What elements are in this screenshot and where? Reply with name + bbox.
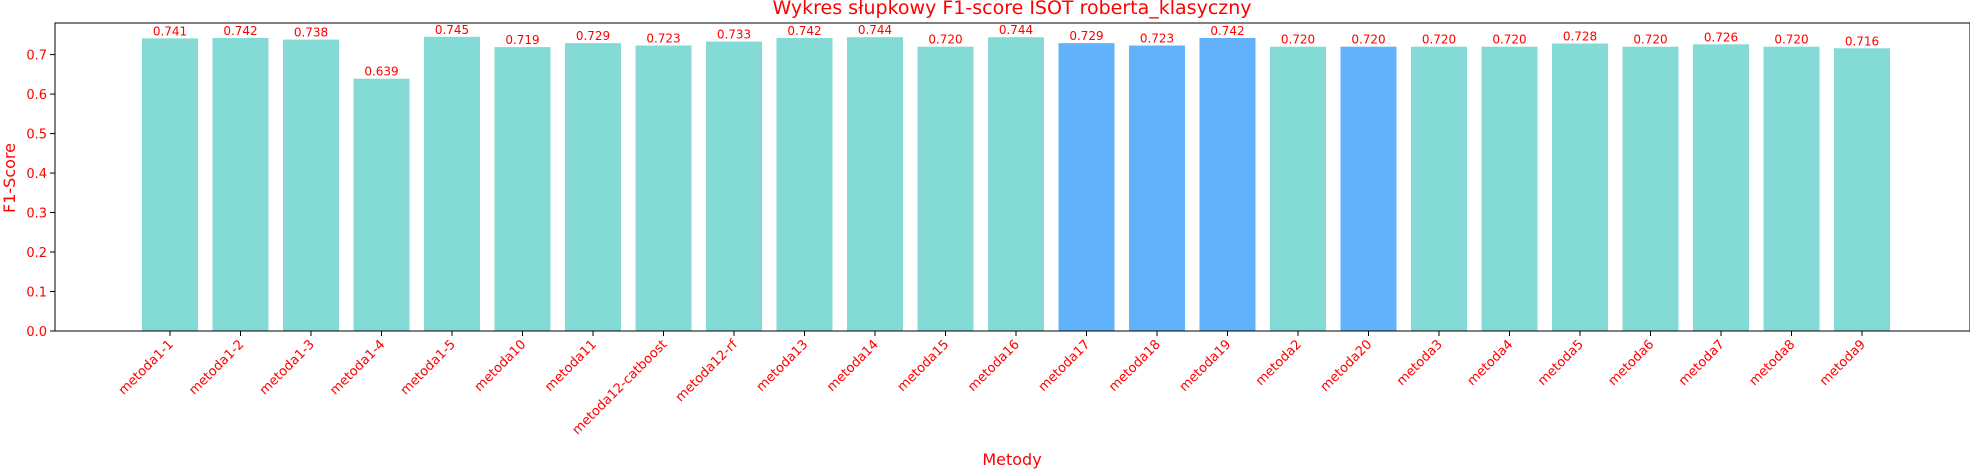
x-tick-label-metoda1-4: metoda1-4: [327, 337, 388, 398]
value-label-metoda12-rf: 0.733: [717, 28, 751, 42]
y-tick-label: 0.0: [26, 325, 47, 340]
y-tick-label: 0.2: [26, 246, 47, 261]
x-tick-label-metoda13: metoda13: [754, 337, 812, 395]
x-tick-label-metoda19: metoda19: [1177, 337, 1235, 395]
x-tick-label-metoda11: metoda11: [542, 337, 600, 395]
value-label-metoda18: 0.723: [1140, 32, 1174, 46]
y-tick-label: 0.6: [26, 88, 47, 103]
x-tick-label-metoda12-rf: metoda12-rf: [673, 337, 741, 405]
bar-metoda20: [1340, 46, 1397, 331]
bar-metoda17: [1058, 43, 1115, 332]
bar-metoda19: [1199, 38, 1256, 331]
x-tick-label-metoda14: metoda14: [824, 337, 882, 395]
x-tick-label-metoda1-3: metoda1-3: [257, 337, 318, 398]
bars-group: [142, 36, 1890, 332]
bar-metoda12-catboost: [635, 45, 692, 331]
bar-metoda3: [1411, 46, 1467, 331]
x-tick-label-metoda3: metoda3: [1394, 337, 1446, 389]
value-label-metoda20: 0.720: [1351, 33, 1385, 47]
bar-metoda1-4: [353, 78, 410, 331]
value-label-metoda6: 0.720: [1633, 33, 1667, 47]
value-label-metoda1-5: 0.745: [435, 23, 469, 37]
value-label-metoda11: 0.729: [576, 29, 610, 43]
bar-metoda1-5: [424, 36, 480, 331]
bar-metoda16: [988, 37, 1044, 331]
value-label-metoda3: 0.720: [1422, 33, 1456, 47]
value-label-metoda4: 0.720: [1492, 33, 1526, 47]
x-axis-label: Metody: [982, 450, 1041, 469]
x-tick-label-metoda8: metoda8: [1747, 337, 1799, 389]
value-label-metoda12-catboost: 0.723: [646, 32, 680, 46]
value-label-metoda5: 0.728: [1563, 30, 1597, 44]
value-label-metoda14: 0.744: [858, 23, 892, 37]
bar-metoda4: [1481, 46, 1538, 331]
bar-metoda10: [494, 47, 551, 331]
x-tick-label-metoda1-2: metoda1-2: [186, 337, 247, 398]
x-tick-label-metoda20: metoda20: [1318, 337, 1376, 395]
bar-metoda18: [1129, 45, 1185, 331]
x-tick-label-metoda15: metoda15: [895, 337, 953, 395]
value-label-metoda1-1: 0.741: [153, 24, 187, 38]
x-tick-label-metoda1-1: metoda1-1: [116, 337, 177, 398]
value-label-metoda13: 0.742: [787, 24, 821, 38]
y-tick-label: 0.3: [26, 207, 47, 222]
value-label-metoda16: 0.744: [999, 23, 1033, 37]
plot-frame: [54, 22, 1970, 332]
value-label-metoda17: 0.729: [1069, 29, 1103, 43]
x-tick-label-metoda4: metoda4: [1465, 337, 1517, 389]
bar-metoda1-2: [212, 38, 269, 331]
bar-metoda12-rf: [706, 41, 762, 332]
y-tick-label: 0.5: [26, 128, 47, 143]
x-tick-label-metoda9: metoda9: [1817, 337, 1869, 389]
y-tick-label: 0.1: [26, 286, 47, 301]
y-tick-label: 0.7: [26, 49, 47, 64]
value-label-metoda7: 0.726: [1704, 30, 1738, 44]
x-tick-label-metoda6: metoda6: [1606, 337, 1658, 389]
x-tick-label-metoda7: metoda7: [1676, 337, 1728, 389]
bar-metoda6: [1622, 46, 1679, 331]
value-label-metoda2: 0.720: [1281, 33, 1315, 47]
bar-metoda13: [776, 38, 833, 331]
chart-title: Wykres słupkowy F1-score ISOT roberta_kl…: [772, 0, 1251, 19]
value-labels-group: 0.741 0.742 0.738 0.639 0.745 0.719 0.729 0.723…: [153, 23, 1879, 79]
bar-metoda8: [1763, 46, 1820, 331]
x-axis: metoda1-1 metoda1-2 metoda1-3 metoda1-4 meto…: [116, 331, 1869, 438]
x-tick-label-metoda10: metoda10: [472, 337, 530, 395]
x-tick-label-metoda18: metoda18: [1106, 337, 1164, 395]
bar-metoda1-1: [142, 38, 198, 332]
x-tick-label-metoda1-5: metoda1-5: [398, 337, 459, 398]
x-tick-label-metoda17: metoda17: [1036, 337, 1094, 395]
value-label-metoda9: 0.716: [1845, 34, 1879, 48]
x-tick-label-metoda2: metoda2: [1253, 337, 1305, 389]
bar-metoda15: [917, 46, 974, 331]
bar-metoda7: [1693, 44, 1749, 331]
value-label-metoda10: 0.719: [505, 33, 539, 47]
x-tick-label-metoda16: metoda16: [965, 337, 1023, 395]
y-tick-label: 0.4: [26, 167, 47, 182]
y-axis: 0.0 0.1 0.2 0.3 0.4 0.5 0.6 0.7: [26, 49, 55, 340]
value-label-metoda15: 0.720: [928, 33, 962, 47]
value-label-metoda1-3: 0.738: [294, 26, 328, 40]
bar-metoda1-3: [283, 39, 339, 331]
bar-metoda14: [847, 37, 903, 331]
bar-metoda9: [1834, 48, 1890, 332]
y-axis-label: F1-Score: [0, 143, 19, 213]
x-tick-label-metoda5: metoda5: [1535, 337, 1587, 389]
value-label-metoda8: 0.720: [1774, 33, 1808, 47]
bar-metoda11: [565, 43, 621, 332]
bar-metoda5: [1552, 43, 1608, 332]
value-label-metoda1-2: 0.742: [223, 24, 257, 38]
bar-metoda2: [1270, 46, 1326, 331]
value-label-metoda1-4: 0.639: [364, 65, 398, 79]
value-label-metoda19: 0.742: [1210, 24, 1244, 38]
